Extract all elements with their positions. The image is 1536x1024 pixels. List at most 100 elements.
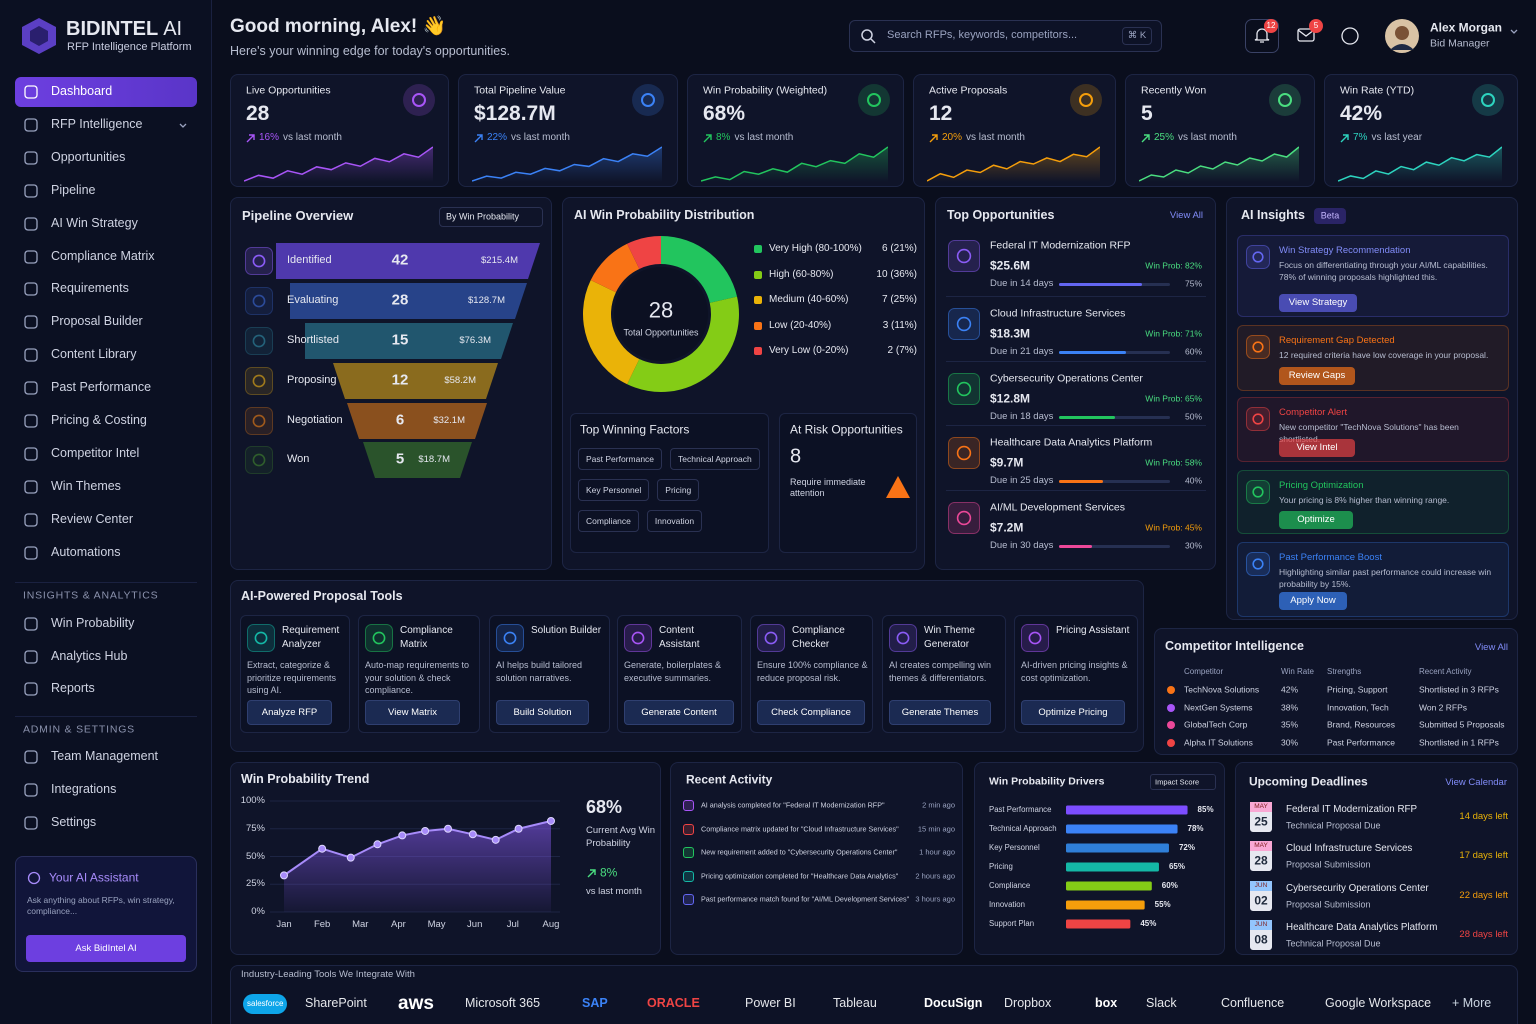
integration-logo[interactable]: Slack [1146, 996, 1177, 1011]
nav-glyph [24, 118, 38, 132]
button-label[interactable]: Check Compliance [771, 706, 851, 718]
button-label[interactable]: Optimize [1297, 514, 1335, 526]
cell: Pricing, Support [1327, 684, 1388, 695]
nav-item[interactable]: Competitor Intel [51, 446, 140, 461]
button-label[interactable]: View Strategy [1288, 297, 1348, 309]
kpi-icon [1472, 84, 1504, 116]
tag[interactable]: Key Personnel [578, 479, 650, 501]
button[interactable] [1279, 367, 1355, 385]
button[interactable] [1279, 592, 1347, 610]
nav-item[interactable]: Dashboard [51, 84, 113, 99]
button[interactable] [496, 700, 589, 725]
button[interactable] [365, 700, 460, 725]
filter[interactable] [1150, 774, 1216, 790]
icon-glyph [252, 334, 266, 348]
integration-logo[interactable]: Microsoft 365 [465, 996, 541, 1011]
legend-value: 3 (11%) [882, 319, 917, 331]
tag[interactable]: Technical Approach [670, 448, 760, 470]
button-label[interactable]: Build Solution [513, 706, 572, 718]
trend-arrow [587, 869, 596, 878]
button-label[interactable]: Apply Now [1290, 595, 1336, 607]
legend-swatch [754, 245, 762, 253]
nav-item[interactable]: Opportunities [51, 149, 126, 164]
icon-bg [948, 437, 980, 469]
integration-logo[interactable]: SharePoint [305, 996, 367, 1011]
integration-logo[interactable]: Power BI [745, 996, 796, 1011]
nav-item[interactable]: Compliance Matrix [51, 248, 155, 263]
filter-label[interactable]: By Win Probability [446, 211, 520, 222]
integration-logo[interactable]: DocuSign [924, 996, 983, 1011]
nav-item[interactable]: Past Performance [51, 380, 152, 395]
integration-logo[interactable]: salesforce [243, 994, 288, 1014]
tag[interactable]: Innovation [646, 510, 703, 532]
tag[interactable]: Past Performance [578, 448, 663, 470]
button-label[interactable]: Generate Themes [901, 706, 979, 718]
search-box[interactable] [849, 20, 1162, 52]
glyph [412, 93, 426, 107]
tool-desc: AI-driven pricing insights & cost optimi… [1021, 660, 1128, 683]
integration-logo[interactable]: Tableau [833, 996, 877, 1011]
point [373, 840, 382, 849]
cell: Past Performance [1327, 737, 1396, 748]
trend-arrow [1340, 134, 1349, 143]
nav-item[interactable]: Pricing & Costing [51, 413, 147, 428]
button[interactable] [247, 700, 332, 725]
integration-logo[interactable]: SAP [582, 996, 608, 1011]
insight-title: Past Performance Boost [1279, 552, 1382, 564]
tag[interactable]: Pricing [657, 479, 700, 501]
nav-item[interactable]: Settings [51, 815, 97, 830]
kpi-value: 42% [1340, 101, 1383, 125]
integration-logo[interactable]: + More [1452, 996, 1492, 1011]
chevron [179, 123, 187, 128]
button-label[interactable]: Review Gaps [1288, 370, 1346, 382]
nav-item[interactable]: AI Win Strategy [51, 215, 138, 230]
notifications-button[interactable] [1245, 19, 1279, 53]
button-label[interactable]: Generate Content [641, 706, 717, 718]
tool-desc: AI helps build tailored solution narrati… [496, 660, 583, 683]
nav-item[interactable]: Proposal Builder [51, 314, 143, 329]
button[interactable] [889, 700, 991, 725]
nav-item[interactable]: Pipeline [51, 182, 96, 197]
filter-label[interactable]: Impact Score [1155, 777, 1200, 787]
integration-logo[interactable]: Google Workspace [1325, 996, 1432, 1011]
button-label[interactable]: View Intel [1296, 442, 1338, 454]
nav-item[interactable]: Analytics Hub [51, 649, 128, 664]
button[interactable] [1279, 294, 1357, 312]
tag[interactable]: Compliance [578, 510, 639, 532]
nav-item[interactable]: RFP Intelligence [51, 117, 143, 132]
button[interactable] [1279, 439, 1355, 457]
button[interactable] [1279, 511, 1353, 529]
button-label[interactable]: Ask BidIntel AI [75, 942, 137, 954]
nav-item[interactable]: Content Library [51, 347, 137, 362]
button[interactable] [757, 700, 865, 725]
integration-logo[interactable]: box [1095, 996, 1118, 1011]
button-label[interactable]: Analyze RFP [261, 706, 318, 718]
kpi-value: 12 [929, 101, 953, 125]
button[interactable] [26, 935, 186, 962]
insight-icon [1246, 480, 1270, 504]
nav-active[interactable] [15, 77, 197, 107]
nav-item[interactable]: Review Center [51, 511, 133, 526]
integration-logo[interactable]: aws [398, 993, 434, 1015]
nav-item[interactable]: Reports [51, 681, 95, 696]
bar-value: 60% [1161, 881, 1178, 890]
icon-bg [403, 84, 435, 116]
filter[interactable] [439, 207, 543, 227]
nav-item[interactable]: Team Management [51, 749, 159, 764]
button[interactable] [1021, 700, 1125, 725]
legend-value: 2 (7%) [887, 344, 917, 356]
button-label[interactable]: Optimize Pricing [1038, 706, 1108, 718]
button-label[interactable]: View Matrix [388, 706, 437, 718]
button[interactable] [624, 700, 734, 725]
icon-glyph [372, 631, 386, 645]
nav-item[interactable]: Win Probability [51, 616, 135, 631]
integration-logo[interactable]: Confluence [1221, 996, 1285, 1011]
nav-item[interactable]: Integrations [51, 782, 117, 797]
nav-item[interactable]: Requirements [51, 281, 129, 296]
at-risk-value: 8 [790, 445, 802, 468]
divider [946, 425, 1206, 426]
integration-logo[interactable]: ORACLE [647, 996, 700, 1011]
integration-logo[interactable]: Dropbox [1004, 996, 1052, 1011]
nav-item[interactable]: Automations [51, 544, 121, 559]
nav-item[interactable]: Win Themes [51, 478, 121, 493]
